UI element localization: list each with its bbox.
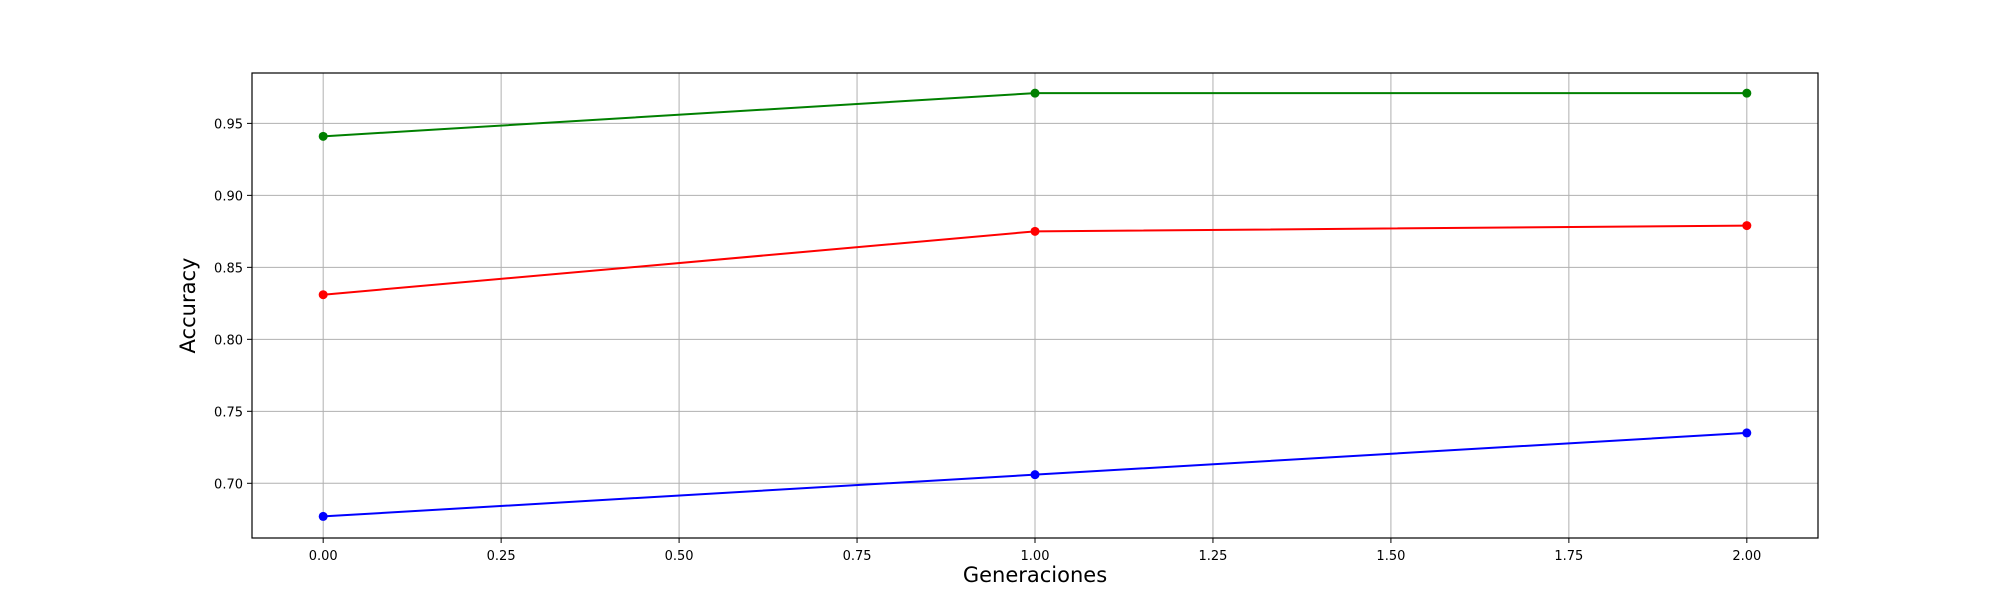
y-tick-label: 0.90 — [214, 189, 243, 204]
x-tick-label: 0.00 — [309, 549, 338, 564]
y-axis-label: Accuracy — [176, 258, 200, 354]
x-tick-label: 1.75 — [1554, 549, 1583, 564]
x-tick-label: 1.50 — [1376, 549, 1405, 564]
x-tick-label: 0.50 — [665, 549, 694, 564]
y-tick-label: 0.70 — [214, 477, 243, 492]
y-tick-label: 0.80 — [214, 333, 243, 348]
y-tick-label: 0.95 — [214, 117, 243, 132]
grid-lines — [252, 73, 1818, 538]
x-tick-label: 1.25 — [1198, 549, 1227, 564]
y-tick-label: 0.85 — [214, 261, 243, 276]
data-point-blue — [318, 511, 328, 521]
data-point-green — [318, 131, 328, 141]
x-tick-label: 0.25 — [487, 549, 516, 564]
x-tick-label: 2.00 — [1732, 549, 1761, 564]
x-tick-label: 0.75 — [843, 549, 872, 564]
data-point-red — [318, 290, 328, 300]
data-point-red — [1742, 221, 1752, 231]
x-tick-label: 1.00 — [1021, 549, 1050, 564]
data-point-blue — [1030, 470, 1040, 480]
data-point-red — [1030, 226, 1040, 236]
x-axis-label: Generaciones — [963, 563, 1107, 587]
series-layer — [318, 88, 1752, 521]
data-point-green — [1030, 88, 1040, 98]
axis-ticks: 0.00 0.25 0.50 0.75 1.00 1.25 1.50 1.75 2.00 0.70… — [214, 117, 1761, 564]
data-point-green — [1742, 88, 1752, 98]
data-point-blue — [1742, 428, 1752, 438]
y-tick-label: 0.75 — [214, 405, 243, 420]
